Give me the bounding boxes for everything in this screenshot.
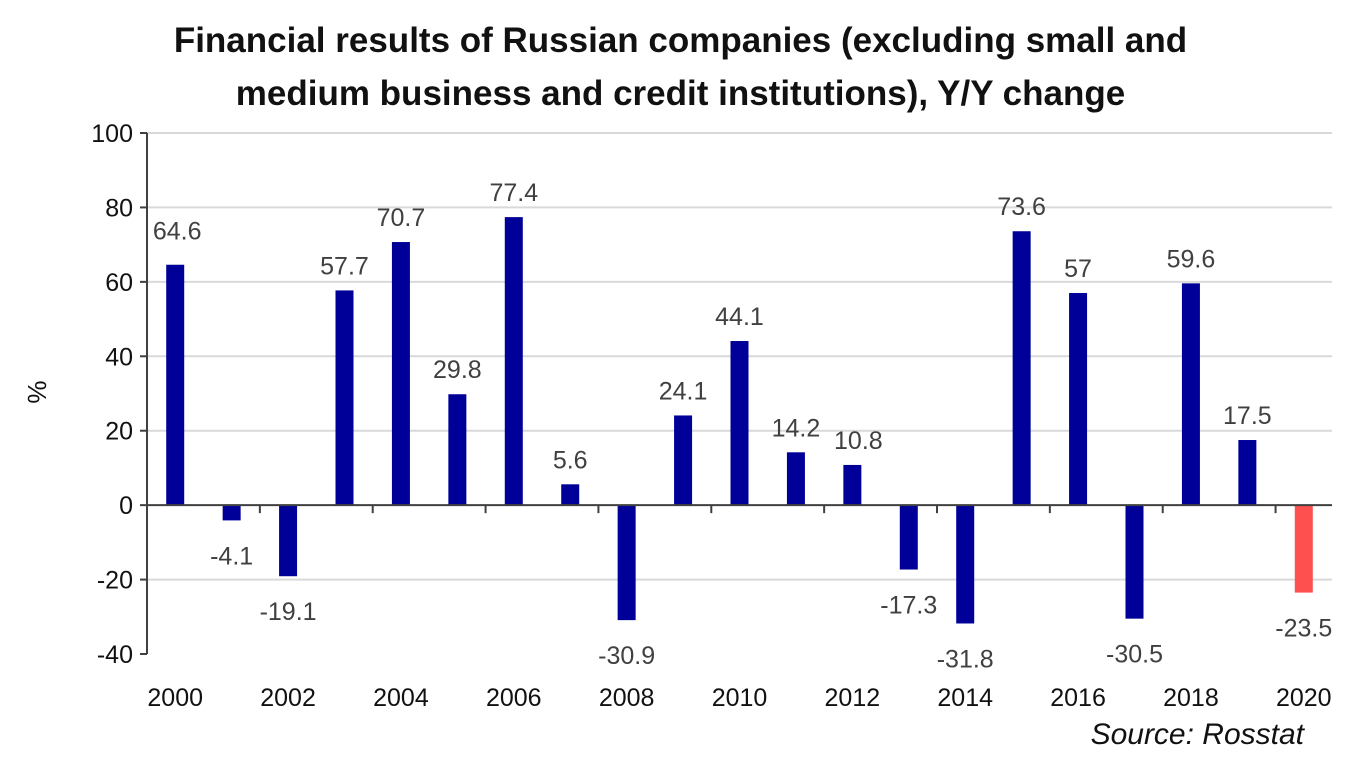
bar-2000 [166,264,185,506]
y-tick-label: 100 [91,120,133,148]
data-label-2000: 64.6 [153,218,202,246]
bar-2004 [391,242,410,506]
bar-2017 [1125,505,1144,619]
x-tick-label: 2018 [1163,684,1219,712]
data-labels: 64.6 -4.1-19.1 57.7 70.7 29.8 77.4 5.6 -30.9 24.… [153,179,1332,673]
y-tick-label: -20 [97,567,133,595]
tick-labels: -40 -20 0 20 40 60 80 100 2000 2002 2004 2006 2008 20… [91,120,1331,712]
x-tick-label: 2006 [486,684,542,712]
y-tick-label: 60 [105,269,133,297]
data-label-2005: 29.8 [433,356,482,384]
x-tick-label: 2010 [712,684,768,712]
data-label-2002: -19.1 [260,598,317,626]
bar-2014 [956,505,975,624]
bar-2016 [1069,293,1088,506]
data-label-2017: -30.5 [1106,641,1163,669]
x-tick-label: 2008 [599,684,655,712]
y-tick-label: 0 [119,492,133,520]
data-label-2018: 59.6 [1167,245,1216,273]
bar-2003 [335,290,354,506]
bar-2009 [674,415,693,506]
data-label-2019: 17.5 [1223,402,1272,430]
data-label-2020: -23.5 [1275,615,1332,643]
axes [140,132,1332,655]
data-label-2001: -4.1 [210,542,253,570]
data-label-2010: 44.1 [715,303,764,331]
chart-title: Financial results of Russian companies (… [173,21,1188,113]
y-tick-label: 40 [105,343,133,371]
bar-2020 [1294,505,1313,593]
bars [166,217,1313,624]
y-axis-title: % [22,380,52,403]
bar-2012 [843,464,862,506]
x-tick-label: 2002 [260,684,316,712]
source-note: Source: Rosstat [1090,718,1304,751]
bar-2011 [786,452,805,506]
y-tick-label: -40 [97,641,133,669]
bar-2015 [1012,231,1031,506]
data-label-2007: 5.6 [553,446,588,474]
data-label-2009: 24.1 [659,377,708,405]
y-tick-label: 20 [105,418,133,446]
x-tick-label: 2000 [147,684,203,712]
x-tick-label: 2016 [1050,684,1106,712]
x-tick-label: 2012 [825,684,881,712]
bar-2007 [561,484,580,506]
data-label-2006: 77.4 [489,179,538,207]
y-tick-label: 80 [105,194,133,222]
bar-2001 [222,505,241,521]
data-label-2012: 10.8 [834,427,883,455]
data-label-2008: -30.9 [598,642,655,670]
data-label-2011: 14.2 [772,414,821,442]
bar-2013 [899,505,918,570]
x-tick-label: 2020 [1276,684,1332,712]
x-tick-label: 2004 [373,684,429,712]
data-label-2016: 57 [1064,255,1092,283]
bar-2002 [279,505,298,577]
data-label-2003: 57.7 [320,252,369,280]
bar-2019 [1238,440,1257,506]
bar-2005 [448,394,467,506]
bar-2008 [617,505,636,621]
data-label-2014: -31.8 [937,645,994,673]
x-tick-label: 2014 [937,684,993,712]
data-label-2015: 73.6 [997,193,1046,221]
data-label-2013: -17.3 [880,592,937,620]
bar-2010 [730,341,749,506]
bar-2006 [504,217,523,506]
data-label-2004: 70.7 [377,204,426,232]
bar-2018 [1181,283,1200,506]
